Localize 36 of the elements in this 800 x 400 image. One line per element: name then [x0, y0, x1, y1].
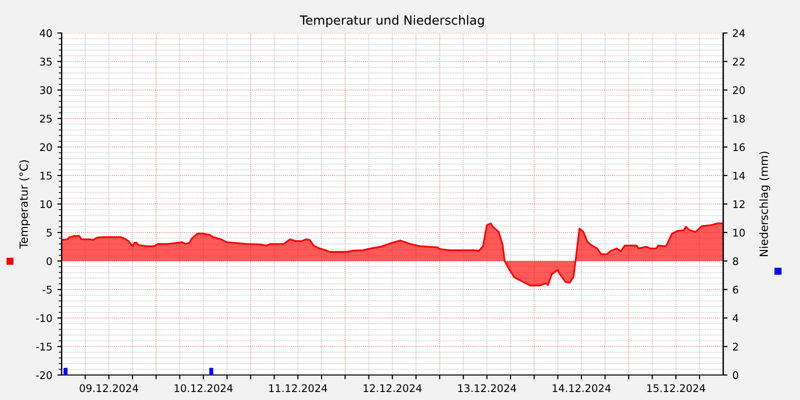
y2-tick-label: 16 [733, 143, 745, 152]
y2-axis-title: Niederschlag (mm) [759, 152, 770, 256]
x-tick-label: 09.12.2024 [80, 384, 138, 392]
y-tick-label: 30 [40, 86, 52, 94]
y-tick-label: 10 [40, 200, 52, 208]
y2-tick-label: 6 [732, 286, 738, 294]
y-tick-label: -5 [42, 286, 52, 294]
y-tick-label: -15 [36, 342, 52, 351]
y2-tick-label: 12 [733, 200, 744, 208]
y2-tick-label: 0 [732, 371, 738, 380]
x-tick-label: 12.12.2024 [364, 384, 422, 392]
y2-tick-label: 8 [732, 257, 738, 266]
chart-title: Temperatur und Niederschlag [300, 15, 484, 28]
y-tick-label: 40 [40, 29, 52, 38]
y2-tick-label: 14 [733, 172, 745, 180]
y2-tick-label: 2 [732, 342, 738, 350]
y2-tick-label: 20 [732, 86, 745, 94]
y-tick-label: 15 [40, 172, 52, 180]
y2-tick-label: 10 [733, 228, 745, 237]
y2-tick-label: 24 [732, 29, 745, 37]
y-tick-label: -20 [36, 371, 52, 380]
y2-tick-label: 18 [733, 114, 745, 123]
x-tick-label: 10.12.2024 [174, 384, 233, 392]
x-tick-label: 11.12.2024 [269, 384, 328, 392]
y-tick-label: 0 [46, 257, 52, 266]
y-tick-label: 35 [40, 58, 52, 66]
y-tick-label: 25 [40, 114, 52, 123]
x-tick-label: 14.12.2024 [552, 384, 611, 392]
y-tick-label: 5 [46, 228, 52, 237]
y2-tick-label: 22 [732, 58, 744, 66]
y-tick-label: -10 [36, 314, 52, 322]
y-tick-label: 20 [40, 143, 52, 152]
x-tick-label: 15.12.2024 [647, 384, 706, 392]
x-tick-label: 13.12.2024 [458, 384, 516, 392]
y2-tick-label: 4 [732, 314, 738, 322]
y-axis-title: Temperatur (°C) [19, 160, 30, 249]
